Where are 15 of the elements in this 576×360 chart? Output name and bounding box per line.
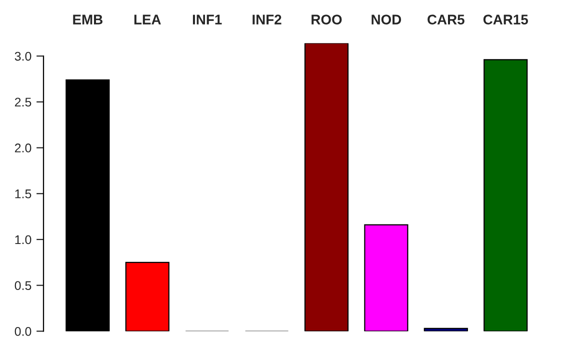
y-tick-label: 2.0 [14, 144, 32, 152]
y-tick-label: 3.0 [14, 52, 32, 61]
y-tick-label: 0.0 [14, 327, 32, 336]
x-tick-label: ROO [312, 14, 342, 24]
x-tick-label: LEA [134, 14, 161, 24]
x-tick-label: EMB [73, 14, 102, 24]
x-tick-label: NOD [372, 14, 402, 24]
x-tick-label: INF1 [192, 14, 222, 24]
x-tick-label: CAR5 [428, 14, 464, 24]
y-tick-label: 1.5 [15, 190, 32, 198]
x-tick-label: CAR15 [483, 14, 528, 24]
y-tick-label: 0.5 [14, 281, 32, 290]
y-tick-label: 2.5 [14, 98, 32, 107]
x-tick-label: INF2 [252, 14, 282, 24]
y-tick-label: 1.0 [15, 235, 32, 244]
